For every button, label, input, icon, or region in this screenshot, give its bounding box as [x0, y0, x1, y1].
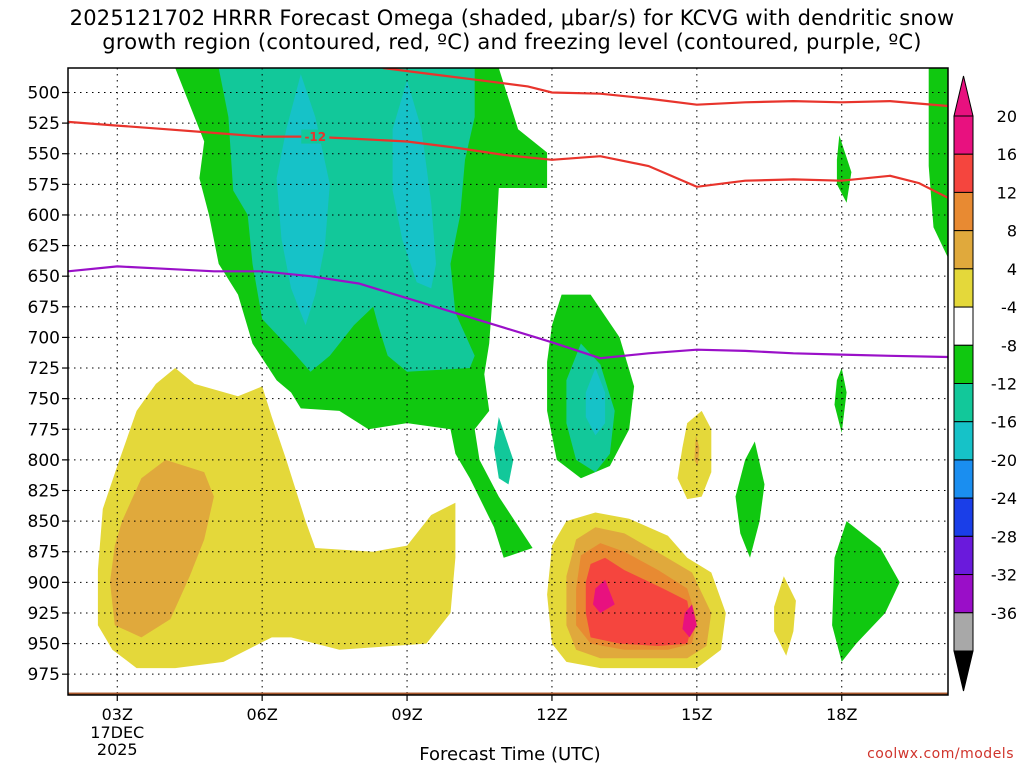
y-tick-label-500: 500: [28, 83, 60, 103]
colorbar-bin--32: [953, 574, 974, 614]
freezing-level-contour: [68, 265, 948, 360]
y-tick-label-650: 650: [28, 267, 60, 287]
contour-layer: -12: [68, 68, 948, 360]
y-tick-label-975: 975: [28, 665, 60, 685]
colorbar-label--12: -12: [991, 375, 1017, 394]
omega-region-p8: [694, 435, 700, 466]
colorbar-label--24: -24: [991, 489, 1017, 508]
y-tick-label-825: 825: [28, 481, 60, 501]
colorbar-label-20: 20: [997, 107, 1017, 126]
colorbar-bin-4: [953, 268, 974, 308]
plot-frame: [67, 67, 949, 696]
chart-title-line-1: 2025121702 HRRR Forecast Omega (shaded, …: [69, 6, 955, 30]
omega-region-p4: [774, 576, 796, 656]
pressure-axis: 500 525 550 575 600 625 650 675 700 725 750 775 800 8…: [28, 83, 68, 685]
x-tick-label-18Z: 18Z: [826, 705, 857, 724]
omega-region-p20: [593, 579, 615, 613]
y-tick-label-875: 875: [28, 543, 60, 563]
y-tick-label-575: 575: [28, 175, 60, 195]
y-tick-label-850: 850: [28, 512, 60, 532]
dendritic-contour-1: [382, 68, 948, 108]
x-tick-date: 17DEC: [90, 723, 144, 742]
x-tick-label-06Z: 06Z: [246, 705, 277, 724]
colorbar-label--36: -36: [991, 604, 1017, 623]
colorbar-bin--36: [953, 612, 974, 652]
colorbar-bin--8: [953, 344, 974, 384]
colorbar-bin--20: [953, 459, 974, 499]
colorbar-arrow-top: [953, 75, 974, 117]
omega-region-m8: [735, 441, 765, 558]
omega-region-m8: [834, 368, 847, 433]
omega-region-p4: [97, 368, 456, 669]
colorbar-label-8: 8: [1007, 222, 1017, 241]
y-tick-label-675: 675: [28, 298, 60, 318]
y-tick-label-900: 900: [28, 573, 60, 593]
y-tick-label-550: 550: [28, 145, 60, 165]
y-tick-label-950: 950: [28, 635, 60, 655]
colorbar-label--8: -8: [1001, 336, 1017, 355]
colorbar-label--20: -20: [991, 451, 1017, 470]
omega-shading-layer: [97, 68, 948, 669]
terrain-bar: [68, 692, 948, 695]
omega-region-m8: [832, 521, 900, 662]
y-tick-label-925: 925: [28, 604, 60, 624]
chart-title-line-2: growth region (contoured, red, ºC) and f…: [102, 30, 922, 54]
colorbar-label--32: -32: [991, 566, 1017, 585]
credit-link[interactable]: coolwx.com/models: [867, 746, 1014, 762]
x-tick-label-15Z: 15Z: [681, 705, 712, 724]
colorbar: 20 16 12 8 4 -4 -8 -12 -16 -20 -24 -28 -32 -36: [953, 75, 1017, 692]
omega-region-p4: [677, 410, 712, 500]
omega-region-p16: [585, 557, 692, 646]
colorbar-label-12: 12: [997, 183, 1017, 202]
colorbar-bin-8: [953, 230, 974, 270]
colorbar-label--16: -16: [991, 413, 1017, 432]
x-axis-label: Forecast Time (UTC): [419, 744, 601, 765]
x-tick-label-09Z: 09Z: [391, 705, 422, 724]
y-tick-label-625: 625: [28, 237, 60, 257]
colorbar-label-4: 4: [1007, 260, 1017, 279]
omega-region-m8: [836, 135, 852, 203]
dendritic-contour-0: [68, 120, 948, 199]
y-tick-label-725: 725: [28, 359, 60, 379]
dotted-grid: [68, 68, 948, 695]
y-tick-label-525: 525: [28, 114, 60, 134]
y-tick-label-700: 700: [28, 328, 60, 348]
colorbar-bin-20: [953, 115, 974, 155]
omega-region-m16: [585, 368, 606, 436]
colorbar-bin--28: [953, 535, 974, 576]
colorbar-bin-12: [953, 191, 974, 232]
colorbar-label-16: 16: [997, 145, 1017, 164]
colorbar-arrow-bottom: [953, 650, 974, 692]
colorbar-bin-16: [953, 153, 974, 193]
colorbar-label--4: -4: [1001, 298, 1017, 317]
y-tick-label-750: 750: [28, 390, 60, 410]
colorbar-bin--16: [953, 421, 974, 461]
x-tick-year: 2025: [97, 740, 138, 759]
y-tick-label-800: 800: [28, 451, 60, 471]
omega-region-m16: [392, 80, 436, 289]
colorbar-label--28: -28: [991, 527, 1017, 546]
x-tick-label-03Z: 03Z: [102, 705, 133, 724]
omega-region-p8: [110, 459, 214, 638]
colorbar-bin--24: [953, 497, 974, 537]
colorbar-bin--4: [953, 306, 974, 346]
colorbar-bin--12: [953, 383, 974, 423]
y-tick-label-600: 600: [28, 206, 60, 226]
y-tick-label-775: 775: [28, 420, 60, 440]
x-tick-label-12Z: 12Z: [536, 705, 567, 724]
chart-title: 2025121702 HRRR Forecast Omega (shaded, …: [0, 6, 1024, 54]
omega-region-m12: [494, 417, 514, 485]
omega-region-m8: [928, 68, 948, 258]
contour-label: -12: [304, 130, 326, 144]
